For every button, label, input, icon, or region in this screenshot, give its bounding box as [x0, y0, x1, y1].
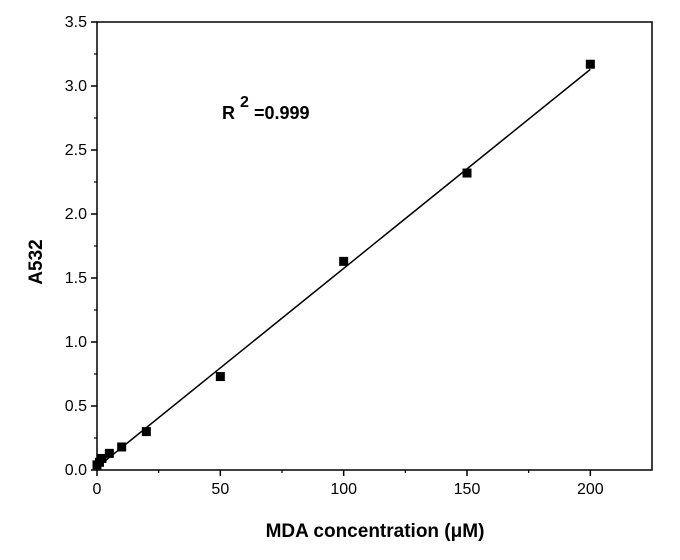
- data-point: [215, 372, 225, 382]
- data-point: [339, 256, 349, 266]
- x-tick-label: 150: [454, 481, 481, 498]
- y-tick-label: 0.0: [65, 462, 87, 479]
- y-axis-title: A532: [26, 239, 47, 284]
- y-tick-label: 3.5: [65, 14, 87, 31]
- r-squared-superscript: 2: [240, 94, 249, 111]
- plot-frame: [96, 21, 653, 471]
- r-squared-prefix: R: [222, 103, 235, 123]
- y-tick-label: 1.5: [65, 270, 87, 287]
- y-tick-label: 2.5: [65, 142, 87, 159]
- data-point: [585, 59, 595, 69]
- y-tick-label: 1.0: [65, 334, 87, 351]
- data-points: [92, 59, 595, 470]
- data-point: [462, 168, 472, 178]
- data-point: [117, 442, 127, 452]
- fit-line-group: [96, 68, 591, 469]
- y-tick-label: 0.5: [65, 398, 87, 415]
- x-axis-title: MDA concentration (μM): [266, 521, 485, 542]
- x-tick-label: 100: [330, 481, 357, 498]
- fit-line: [96, 68, 591, 469]
- y-tick-label: 2.0: [65, 206, 87, 223]
- data-point: [104, 448, 114, 458]
- y-tick-label: 3.0: [65, 78, 87, 95]
- x-tick-label: 200: [577, 481, 604, 498]
- data-point: [141, 427, 151, 437]
- x-tick-label: 0: [93, 481, 102, 498]
- r-squared-value: =0.999: [254, 103, 310, 123]
- data-point: [97, 453, 107, 463]
- r-squared-annotation: R 2 =0.999: [222, 91, 310, 123]
- x-tick-label: 50: [211, 481, 229, 498]
- axes: 0.0 0.5 1.0 1.5 2.0 2.5 3.0 3.5 0 50 100 150 200: [65, 14, 653, 498]
